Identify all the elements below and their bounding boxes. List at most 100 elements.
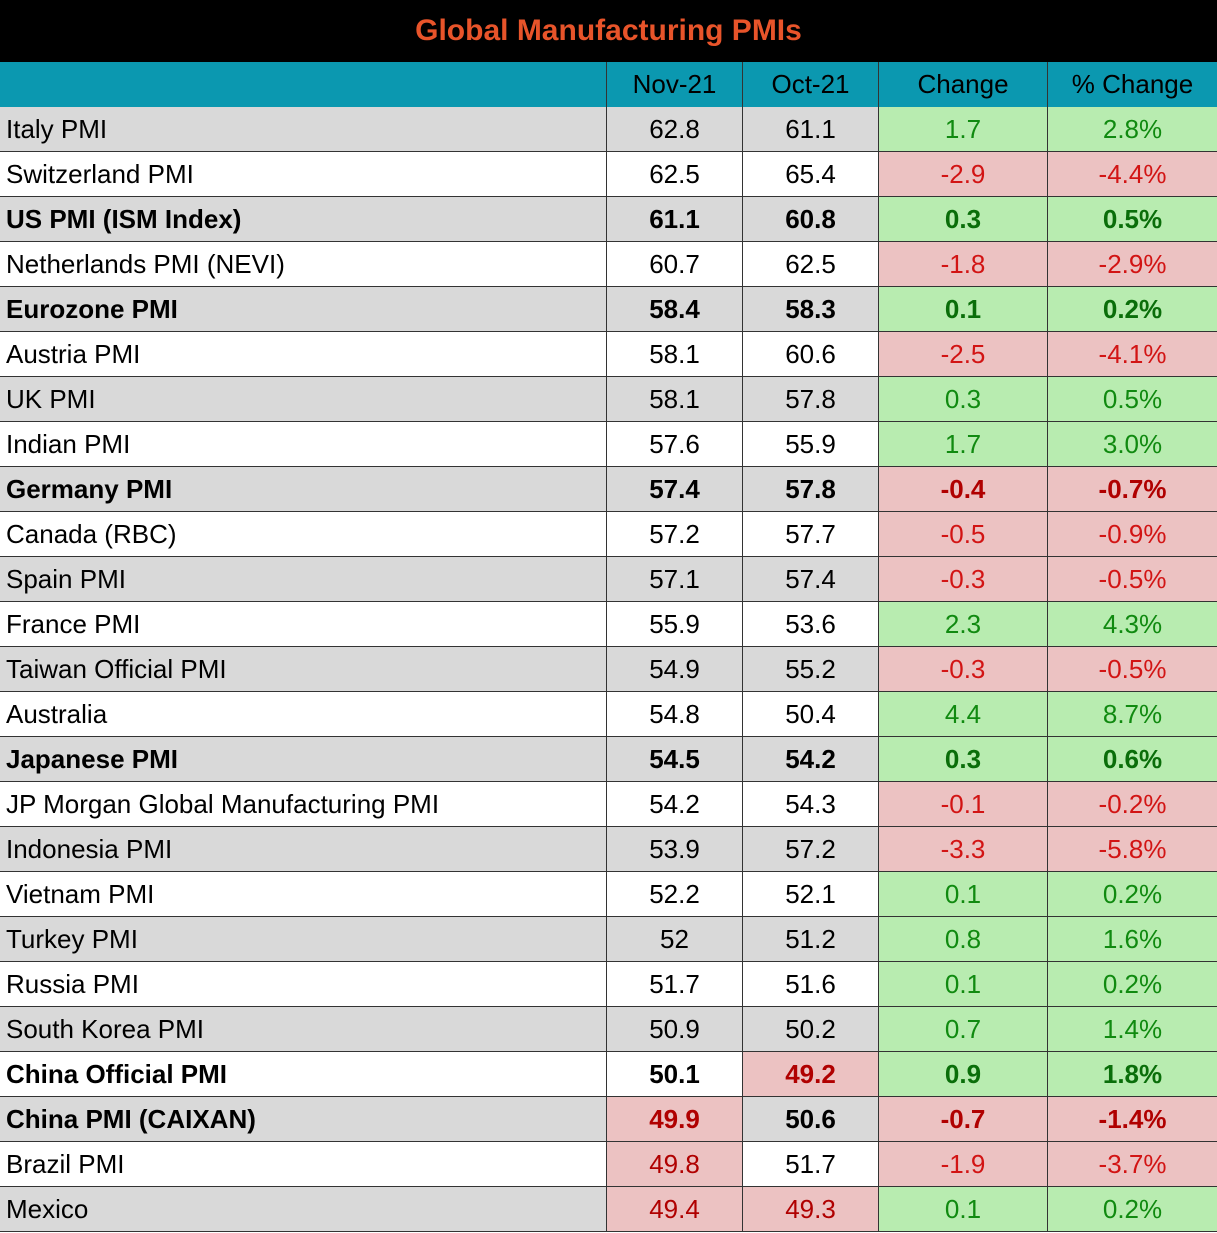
row-change-value: -0.4 (879, 467, 1048, 511)
table-row: Switzerland PMI 62.5 65.4 -2.9 -4.4% (0, 152, 1217, 197)
row-pct-change-value: -5.8% (1048, 827, 1217, 871)
row-name: South Korea PMI (0, 1007, 607, 1051)
row-nov-value: 57.6 (607, 422, 743, 466)
row-name: Spain PMI (0, 557, 607, 601)
row-pct-change-value: 0.6% (1048, 737, 1217, 781)
row-nov-value: 49.4 (607, 1187, 743, 1231)
row-oct-value: 49.3 (743, 1187, 879, 1231)
row-oct-value: 50.4 (743, 692, 879, 736)
row-change-value: 1.7 (879, 422, 1048, 466)
row-name: France PMI (0, 602, 607, 646)
row-pct-change-value: 0.5% (1048, 197, 1217, 241)
row-oct-value: 60.6 (743, 332, 879, 376)
row-pct-change-value: 4.3% (1048, 602, 1217, 646)
row-oct-value: 60.8 (743, 197, 879, 241)
row-pct-change-value: -0.5% (1048, 557, 1217, 601)
row-nov-value: 50.9 (607, 1007, 743, 1051)
row-nov-value: 52 (607, 917, 743, 961)
table-row: Indonesia PMI 53.9 57.2 -3.3 -5.8% (0, 827, 1217, 872)
row-change-value: 0.7 (879, 1007, 1048, 1051)
row-name: Japanese PMI (0, 737, 607, 781)
row-oct-value: 57.7 (743, 512, 879, 556)
table-row: UK PMI 58.1 57.8 0.3 0.5% (0, 377, 1217, 422)
row-change-value: -2.9 (879, 152, 1048, 196)
row-nov-value: 54.2 (607, 782, 743, 826)
row-change-value: -3.3 (879, 827, 1048, 871)
row-nov-value: 50.1 (607, 1052, 743, 1096)
row-change-value: -0.5 (879, 512, 1048, 556)
row-nov-value: 58.4 (607, 287, 743, 331)
row-nov-value: 57.4 (607, 467, 743, 511)
table-row: Italy PMI 62.8 61.1 1.7 2.8% (0, 107, 1217, 152)
row-name: Russia PMI (0, 962, 607, 1006)
row-nov-value: 61.1 (607, 197, 743, 241)
table-row: Vietnam PMI 52.2 52.1 0.1 0.2% (0, 872, 1217, 917)
table-row: Indian PMI 57.6 55.9 1.7 3.0% (0, 422, 1217, 467)
row-pct-change-value: -1.4% (1048, 1097, 1217, 1141)
row-name: Netherlands PMI (NEVI) (0, 242, 607, 286)
row-nov-value: 57.2 (607, 512, 743, 556)
row-change-value: -0.7 (879, 1097, 1048, 1141)
row-pct-change-value: 1.8% (1048, 1052, 1217, 1096)
row-pct-change-value: 0.5% (1048, 377, 1217, 421)
row-name: Mexico (0, 1187, 607, 1231)
row-pct-change-value: -0.7% (1048, 467, 1217, 511)
row-nov-value: 62.8 (607, 107, 743, 151)
row-pct-change-value: 2.8% (1048, 107, 1217, 151)
row-change-value: 0.1 (879, 962, 1048, 1006)
table-row: Australia 54.8 50.4 4.4 8.7% (0, 692, 1217, 737)
row-change-value: 0.1 (879, 872, 1048, 916)
row-nov-value: 54.8 (607, 692, 743, 736)
row-name: China Official PMI (0, 1052, 607, 1096)
row-change-value: -0.3 (879, 647, 1048, 691)
row-nov-value: 60.7 (607, 242, 743, 286)
row-name: Switzerland PMI (0, 152, 607, 196)
row-pct-change-value: 0.2% (1048, 962, 1217, 1006)
table-row: Austria PMI 58.1 60.6 -2.5 -4.1% (0, 332, 1217, 377)
table-title: Global Manufacturing PMIs (0, 0, 1217, 62)
row-nov-value: 49.9 (607, 1097, 743, 1141)
table-row: South Korea PMI 50.9 50.2 0.7 1.4% (0, 1007, 1217, 1052)
table-row: US PMI (ISM Index) 61.1 60.8 0.3 0.5% (0, 197, 1217, 242)
row-name: Italy PMI (0, 107, 607, 151)
row-nov-value: 54.9 (607, 647, 743, 691)
row-oct-value: 50.2 (743, 1007, 879, 1051)
row-name: UK PMI (0, 377, 607, 421)
row-change-value: 0.8 (879, 917, 1048, 961)
row-pct-change-value: 8.7% (1048, 692, 1217, 736)
row-change-value: -1.8 (879, 242, 1048, 286)
table-row: Germany PMI 57.4 57.8 -0.4 -0.7% (0, 467, 1217, 512)
row-name: Eurozone PMI (0, 287, 607, 331)
row-change-value: -2.5 (879, 332, 1048, 376)
row-pct-change-value: 3.0% (1048, 422, 1217, 466)
row-name: Vietnam PMI (0, 872, 607, 916)
row-name: Germany PMI (0, 467, 607, 511)
row-pct-change-value: 1.4% (1048, 1007, 1217, 1051)
table-row: Mexico 49.4 49.3 0.1 0.2% (0, 1187, 1217, 1232)
row-pct-change-value: -3.7% (1048, 1142, 1217, 1186)
row-oct-value: 57.2 (743, 827, 879, 871)
row-name: Indonesia PMI (0, 827, 607, 871)
row-name: Taiwan Official PMI (0, 647, 607, 691)
table-row: Eurozone PMI 58.4 58.3 0.1 0.2% (0, 287, 1217, 332)
row-change-value: -0.3 (879, 557, 1048, 601)
row-change-value: 0.1 (879, 287, 1048, 331)
row-pct-change-value: -4.1% (1048, 332, 1217, 376)
table-row: Russia PMI 51.7 51.6 0.1 0.2% (0, 962, 1217, 1007)
row-name: Canada (RBC) (0, 512, 607, 556)
row-nov-value: 58.1 (607, 377, 743, 421)
row-pct-change-value: -0.9% (1048, 512, 1217, 556)
row-nov-value: 62.5 (607, 152, 743, 196)
row-nov-value: 53.9 (607, 827, 743, 871)
table-row: France PMI 55.9 53.6 2.3 4.3% (0, 602, 1217, 647)
row-oct-value: 51.6 (743, 962, 879, 1006)
row-oct-value: 61.1 (743, 107, 879, 151)
header-row: Nov-21 Oct-21 Change % Change (0, 62, 1217, 108)
row-name: Turkey PMI (0, 917, 607, 961)
header-name (0, 62, 607, 107)
row-oct-value: 57.8 (743, 467, 879, 511)
row-change-value: 0.3 (879, 737, 1048, 781)
row-nov-value: 55.9 (607, 602, 743, 646)
table-row: JP Morgan Global Manufacturing PMI 54.2 54… (0, 782, 1217, 827)
row-pct-change-value: 0.2% (1048, 287, 1217, 331)
